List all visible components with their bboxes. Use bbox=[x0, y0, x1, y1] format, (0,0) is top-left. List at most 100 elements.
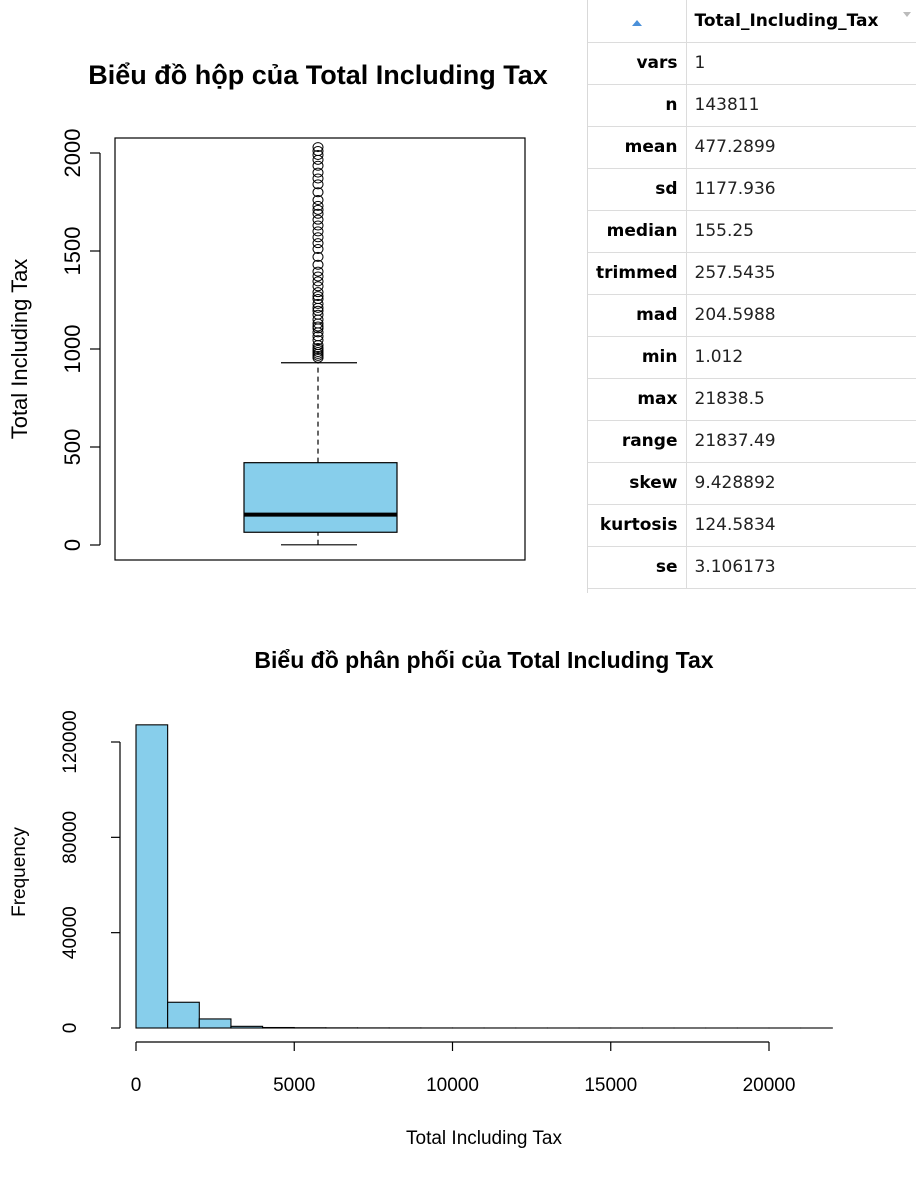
row-name-cell: mean bbox=[588, 126, 687, 169]
row-name-cell: min bbox=[588, 336, 687, 379]
table-row: mean 477.2899 bbox=[588, 126, 916, 169]
boxplot-y-tick-label: 500 bbox=[60, 429, 85, 466]
value-cell: 143811 bbox=[686, 84, 916, 127]
histogram-chart: Biểu đồ phân phối của Total Including Ta… bbox=[9, 647, 833, 1149]
table-row: skew 9.428892 bbox=[588, 462, 916, 505]
boxplot-y-tick-label: 1000 bbox=[60, 325, 85, 374]
histogram-x-tick-label: 20000 bbox=[743, 1075, 796, 1096]
value-cell: 257.5435 bbox=[686, 252, 916, 295]
histogram-y-tick-label: 0 bbox=[60, 1023, 81, 1034]
boxplot-outlier-point bbox=[312, 305, 324, 316]
boxplot-outlier-point bbox=[312, 259, 324, 270]
boxplot-outlier-point bbox=[312, 232, 324, 243]
histogram-x-tick-label: 10000 bbox=[426, 1075, 479, 1096]
boxplot-outlier-point bbox=[312, 271, 324, 282]
value-cell: 477.2899 bbox=[686, 126, 916, 169]
histogram-y-axis: 0 40000 80000 120000 bbox=[60, 710, 121, 1034]
value-cell: 21838.5 bbox=[686, 378, 916, 421]
table-row: trimmed 257.5435 bbox=[588, 252, 916, 295]
value-cell: 9.428892 bbox=[686, 462, 916, 505]
value-cell: 204.5988 bbox=[686, 294, 916, 337]
boxplot-outlier-point bbox=[312, 214, 324, 225]
boxplot-outliers bbox=[312, 142, 324, 363]
table-header-row: Total_Including_Tax bbox=[588, 0, 916, 43]
boxplot-outlier-point bbox=[312, 335, 324, 346]
table-row: vars 1 bbox=[588, 42, 916, 85]
value-cell: 1 bbox=[686, 42, 916, 85]
histogram-x-tick-label: 5000 bbox=[273, 1075, 315, 1096]
boxplot-outlier-point bbox=[312, 321, 324, 332]
boxplot-outlier-point bbox=[312, 149, 324, 160]
histogram-y-axis-label: Frequency bbox=[9, 827, 30, 917]
table-row: kurtosis 124.5834 bbox=[588, 504, 916, 547]
summary-stats-table: Total_Including_Tax vars 1 n 143811 mean 477.… bbox=[587, 0, 916, 593]
row-name-cell: vars bbox=[588, 42, 687, 85]
boxplot-y-axis-label: Total Including Tax bbox=[7, 259, 32, 440]
histogram-x-axis: 0 5000 10000 15000 20000 bbox=[131, 1041, 796, 1096]
boxplot-outlier-point bbox=[312, 220, 324, 231]
boxplot-y-axis: 0 500 1000 1500 2000 bbox=[60, 129, 101, 551]
boxplot-outlier-point bbox=[312, 204, 324, 215]
value-cell: 1177.936 bbox=[686, 168, 916, 211]
row-name-cell: kurtosis bbox=[588, 504, 687, 547]
row-name-cell: median bbox=[588, 210, 687, 253]
row-sort-header[interactable] bbox=[588, 0, 687, 43]
table-row: range 21837.49 bbox=[588, 420, 916, 463]
boxplot-outlier-point bbox=[312, 146, 324, 157]
column-header-label: Total_Including_Tax bbox=[694, 10, 879, 31]
value-cell: 155.25 bbox=[686, 210, 916, 253]
boxplot-outlier-point bbox=[312, 167, 324, 178]
boxplot-outlier-point bbox=[312, 200, 324, 211]
table-row: mad 204.5988 bbox=[588, 294, 916, 337]
boxplot-title: Biểu đồ hộp của Total Including Tax bbox=[88, 60, 548, 90]
row-name-cell: n bbox=[588, 84, 687, 127]
boxplot-outlier-point bbox=[312, 331, 324, 342]
boxplot-outlier-point bbox=[312, 226, 324, 237]
column-header-total-including-tax[interactable]: Total_Including_Tax bbox=[686, 0, 916, 43]
table-row: sd 1177.936 bbox=[588, 168, 916, 211]
histogram-bar bbox=[198, 1018, 232, 1029]
row-name-cell: mad bbox=[588, 294, 687, 337]
row-name-cell: sd bbox=[588, 168, 687, 211]
boxplot-plot-frame bbox=[114, 137, 526, 561]
table-row: min 1.012 bbox=[588, 336, 916, 379]
table-row: se 3.106173 bbox=[588, 546, 916, 589]
histogram-title: Biểu đồ phân phối của Total Including Ta… bbox=[254, 647, 713, 673]
histogram-bar bbox=[230, 1025, 264, 1029]
histogram-bar bbox=[135, 724, 169, 1029]
histogram-y-tick-label: 120000 bbox=[60, 710, 81, 773]
boxplot-outlier-point bbox=[312, 187, 324, 198]
sort-descending-icon bbox=[903, 12, 911, 17]
boxplot-outlier-point bbox=[312, 298, 324, 309]
histogram-y-tick-label: 80000 bbox=[60, 811, 81, 864]
histogram-bar bbox=[167, 1001, 200, 1029]
boxplot-outlier-point bbox=[312, 287, 324, 298]
histogram-x-tick-label: 15000 bbox=[584, 1075, 637, 1096]
boxplot-outlier-point bbox=[312, 208, 324, 219]
boxplot-outlier-point bbox=[312, 160, 324, 171]
histogram-bars bbox=[135, 724, 833, 1029]
row-name-cell: se bbox=[588, 546, 687, 589]
boxplot-outlier-point bbox=[312, 244, 324, 255]
boxplot-box bbox=[243, 462, 398, 533]
boxplot-outlier-point bbox=[312, 294, 324, 305]
stats-table-body: vars 1 n 143811 mean 477.2899 sd 1177.936 median… bbox=[588, 42, 916, 589]
boxplot-outlier-point bbox=[312, 291, 324, 302]
boxplot-chart: Biểu đồ hộp của Total Including Tax Tota… bbox=[7, 60, 548, 561]
histogram-x-axis-label: Total Including Tax bbox=[406, 1128, 562, 1149]
boxplot-y-tick-label: 1500 bbox=[60, 227, 85, 276]
boxplot-outlier-point bbox=[312, 266, 324, 277]
boxplot-outlier-point bbox=[312, 173, 324, 184]
histogram-x-tick-label: 0 bbox=[131, 1075, 142, 1096]
row-name-cell: max bbox=[588, 378, 687, 421]
boxplot-outlier-point bbox=[312, 251, 324, 262]
row-name-cell: range bbox=[588, 420, 687, 463]
boxplot-outlier-point bbox=[312, 195, 324, 206]
value-cell: 1.012 bbox=[686, 336, 916, 379]
value-cell: 3.106173 bbox=[686, 546, 916, 589]
boxplot-outlier-point bbox=[312, 276, 324, 287]
boxplot-outlier-point bbox=[312, 238, 324, 249]
table-row: max 21838.5 bbox=[588, 378, 916, 421]
boxplot-outlier-point bbox=[312, 179, 324, 190]
sort-ascending-icon bbox=[631, 19, 642, 26]
